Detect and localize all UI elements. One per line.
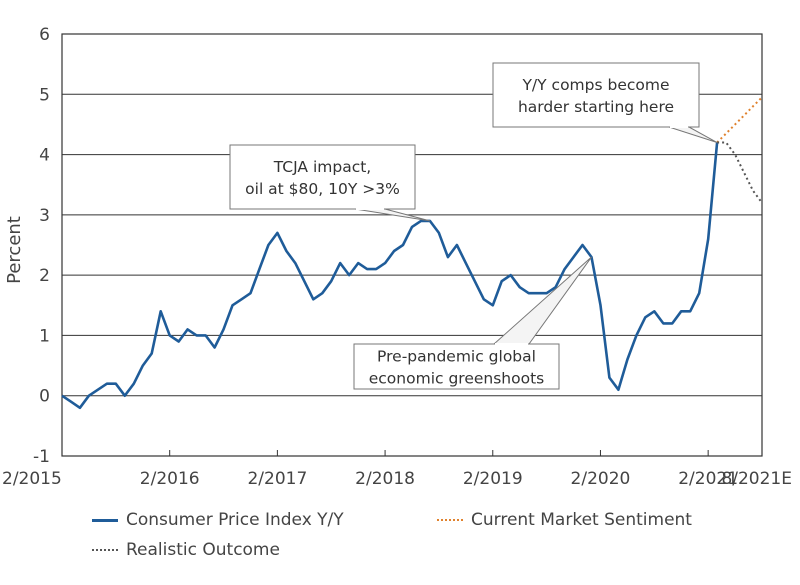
- annotation-callout: Y/Y comps become harder starting here: [492, 62, 718, 143]
- y-tick-label: 0: [39, 387, 50, 407]
- cpi-chart: 6 5 4 3 2 1 0 -12/2015 2/2016 2/2017 2/2018 2/2019 2…: [2, 25, 792, 489]
- y-tick-label: 3: [39, 206, 50, 226]
- x-tick-label: 2/2018: [355, 469, 415, 489]
- legend-item-realistic: Realistic Outcome: [92, 540, 280, 560]
- series-line-market: [716, 96, 763, 144]
- legend-swatch-market: [437, 519, 463, 521]
- annotation-callout: Pre-pandemic global economic greenshoots: [353, 256, 592, 390]
- annotation-text: economic greenshoots: [369, 370, 545, 388]
- x-tick-label: 2/2017: [247, 469, 307, 489]
- legend-label-cpi: Consumer Price Index Y/Y: [126, 510, 344, 530]
- legend-label-market: Current Market Sentiment: [471, 510, 692, 530]
- x-tick-label: 2/2020: [571, 469, 631, 489]
- annotation-text: Pre-pandemic global: [377, 348, 536, 366]
- annotation-box: [229, 144, 416, 210]
- annotation-box: [353, 343, 560, 390]
- y-tick-label: -1: [33, 447, 50, 467]
- legend-swatch-realistic: [92, 549, 118, 551]
- y-tick-label: 6: [39, 25, 50, 45]
- y-tick-label: 5: [39, 85, 50, 105]
- x-tick-label: 8/2021E: [721, 469, 792, 489]
- x-tick-label: 2/2015: [2, 469, 62, 489]
- legend-swatch-cpi: [92, 518, 118, 522]
- series-line-cpi: [61, 142, 719, 410]
- annotation-text: harder starting here: [518, 98, 674, 116]
- x-tick-label: 2/2016: [140, 469, 200, 489]
- x-tick-label: 2/2021: [678, 469, 738, 489]
- y-axis-label: Percent: [4, 216, 25, 284]
- series-line-realistic: [717, 141, 763, 204]
- annotation-callout: TCJA impact, oil at $80, 10Y >3%: [229, 144, 431, 222]
- y-tick-label: 4: [39, 146, 50, 166]
- x-tick-label: 2/2019: [463, 469, 523, 489]
- legend-item-market: Current Market Sentiment: [437, 510, 692, 530]
- annotation-pointer: [492, 256, 592, 345]
- legend-label-realistic: Realistic Outcome: [126, 540, 280, 560]
- legend-item-cpi: Consumer Price Index Y/Y: [92, 510, 344, 530]
- annotation-box: [492, 62, 700, 128]
- y-tick-label: 2: [39, 266, 50, 286]
- plot-frame: [61, 33, 763, 457]
- annotation-text: oil at $80, 10Y >3%: [245, 180, 400, 198]
- annotation-text: TCJA impact,: [273, 158, 371, 176]
- annotation-pointer: [668, 126, 718, 143]
- y-tick-label: 1: [39, 326, 50, 346]
- annotation-text: Y/Y comps become: [521, 76, 669, 94]
